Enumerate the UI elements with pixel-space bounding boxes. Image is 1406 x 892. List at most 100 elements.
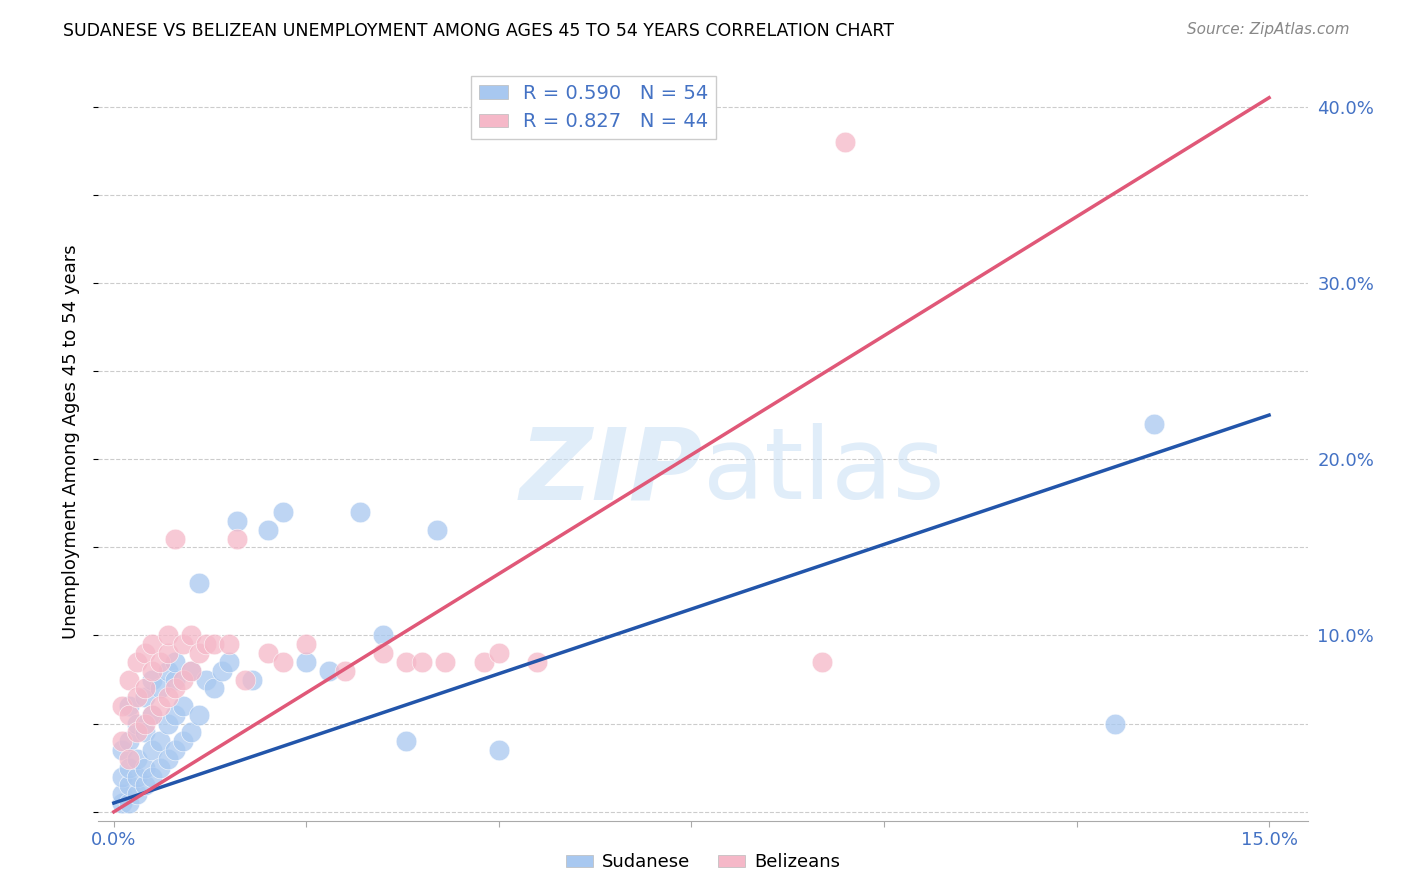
Point bbox=[1104, 716, 1126, 731]
Point bbox=[125, 690, 148, 705]
Point bbox=[811, 655, 834, 669]
Point bbox=[488, 743, 510, 757]
Point bbox=[180, 664, 202, 678]
Point bbox=[125, 770, 148, 784]
Point bbox=[257, 646, 280, 660]
Point bbox=[125, 787, 148, 801]
Point bbox=[118, 778, 141, 792]
Point bbox=[118, 734, 141, 748]
Point bbox=[141, 707, 163, 722]
Point bbox=[149, 655, 172, 669]
Point bbox=[202, 637, 225, 651]
Point bbox=[110, 699, 132, 714]
Point bbox=[110, 743, 132, 757]
Point bbox=[156, 664, 179, 678]
Point bbox=[257, 523, 280, 537]
Point bbox=[488, 646, 510, 660]
Point bbox=[141, 637, 163, 651]
Point bbox=[1142, 417, 1164, 431]
Point bbox=[218, 655, 240, 669]
Point bbox=[125, 752, 148, 766]
Point bbox=[411, 655, 433, 669]
Point bbox=[156, 690, 179, 705]
Text: SUDANESE VS BELIZEAN UNEMPLOYMENT AMONG AGES 45 TO 54 YEARS CORRELATION CHART: SUDANESE VS BELIZEAN UNEMPLOYMENT AMONG … bbox=[63, 22, 894, 40]
Point bbox=[195, 673, 218, 687]
Point bbox=[125, 655, 148, 669]
Point bbox=[110, 734, 132, 748]
Point bbox=[172, 734, 194, 748]
Point bbox=[165, 707, 187, 722]
Point bbox=[426, 523, 449, 537]
Point bbox=[141, 673, 163, 687]
Point bbox=[110, 787, 132, 801]
Point bbox=[180, 628, 202, 642]
Point bbox=[395, 655, 418, 669]
Point bbox=[134, 725, 156, 739]
Point bbox=[373, 628, 395, 642]
Point bbox=[834, 135, 856, 149]
Point bbox=[118, 761, 141, 775]
Point bbox=[118, 699, 141, 714]
Point bbox=[349, 505, 371, 519]
Point bbox=[187, 575, 209, 590]
Point bbox=[271, 655, 294, 669]
Point bbox=[134, 761, 156, 775]
Point bbox=[395, 734, 418, 748]
Point bbox=[373, 646, 395, 660]
Point bbox=[134, 681, 156, 696]
Point bbox=[165, 532, 187, 546]
Legend: Sudanese, Belizeans: Sudanese, Belizeans bbox=[560, 847, 846, 879]
Point bbox=[118, 752, 141, 766]
Point bbox=[118, 707, 141, 722]
Point bbox=[233, 673, 256, 687]
Point bbox=[433, 655, 456, 669]
Point bbox=[134, 716, 156, 731]
Point bbox=[141, 707, 163, 722]
Point bbox=[125, 716, 148, 731]
Point bbox=[149, 699, 172, 714]
Point bbox=[172, 637, 194, 651]
Point bbox=[149, 761, 172, 775]
Point bbox=[211, 664, 233, 678]
Point bbox=[134, 646, 156, 660]
Point bbox=[226, 532, 249, 546]
Point bbox=[218, 637, 240, 651]
Point bbox=[472, 655, 495, 669]
Point bbox=[180, 664, 202, 678]
Point bbox=[187, 646, 209, 660]
Point bbox=[125, 725, 148, 739]
Point bbox=[156, 752, 179, 766]
Point bbox=[141, 743, 163, 757]
Point bbox=[180, 725, 202, 739]
Point bbox=[172, 699, 194, 714]
Point bbox=[165, 743, 187, 757]
Point bbox=[202, 681, 225, 696]
Point bbox=[118, 796, 141, 810]
Point bbox=[149, 734, 172, 748]
Point bbox=[110, 796, 132, 810]
Point bbox=[333, 664, 356, 678]
Point bbox=[141, 664, 163, 678]
Point bbox=[134, 778, 156, 792]
Point bbox=[134, 690, 156, 705]
Point bbox=[172, 673, 194, 687]
Point bbox=[165, 655, 187, 669]
Text: ZIP: ZIP bbox=[520, 424, 703, 520]
Point bbox=[165, 681, 187, 696]
Text: atlas: atlas bbox=[703, 424, 945, 520]
Point bbox=[295, 637, 318, 651]
Point bbox=[110, 770, 132, 784]
Point bbox=[226, 514, 249, 528]
Point bbox=[156, 628, 179, 642]
Y-axis label: Unemployment Among Ages 45 to 54 years: Unemployment Among Ages 45 to 54 years bbox=[62, 244, 80, 639]
Point bbox=[526, 655, 548, 669]
Point bbox=[118, 673, 141, 687]
Point bbox=[165, 673, 187, 687]
Point bbox=[195, 637, 218, 651]
Point bbox=[141, 770, 163, 784]
Point bbox=[271, 505, 294, 519]
Text: Source: ZipAtlas.com: Source: ZipAtlas.com bbox=[1187, 22, 1350, 37]
Point bbox=[149, 681, 172, 696]
Point bbox=[156, 716, 179, 731]
Point bbox=[295, 655, 318, 669]
